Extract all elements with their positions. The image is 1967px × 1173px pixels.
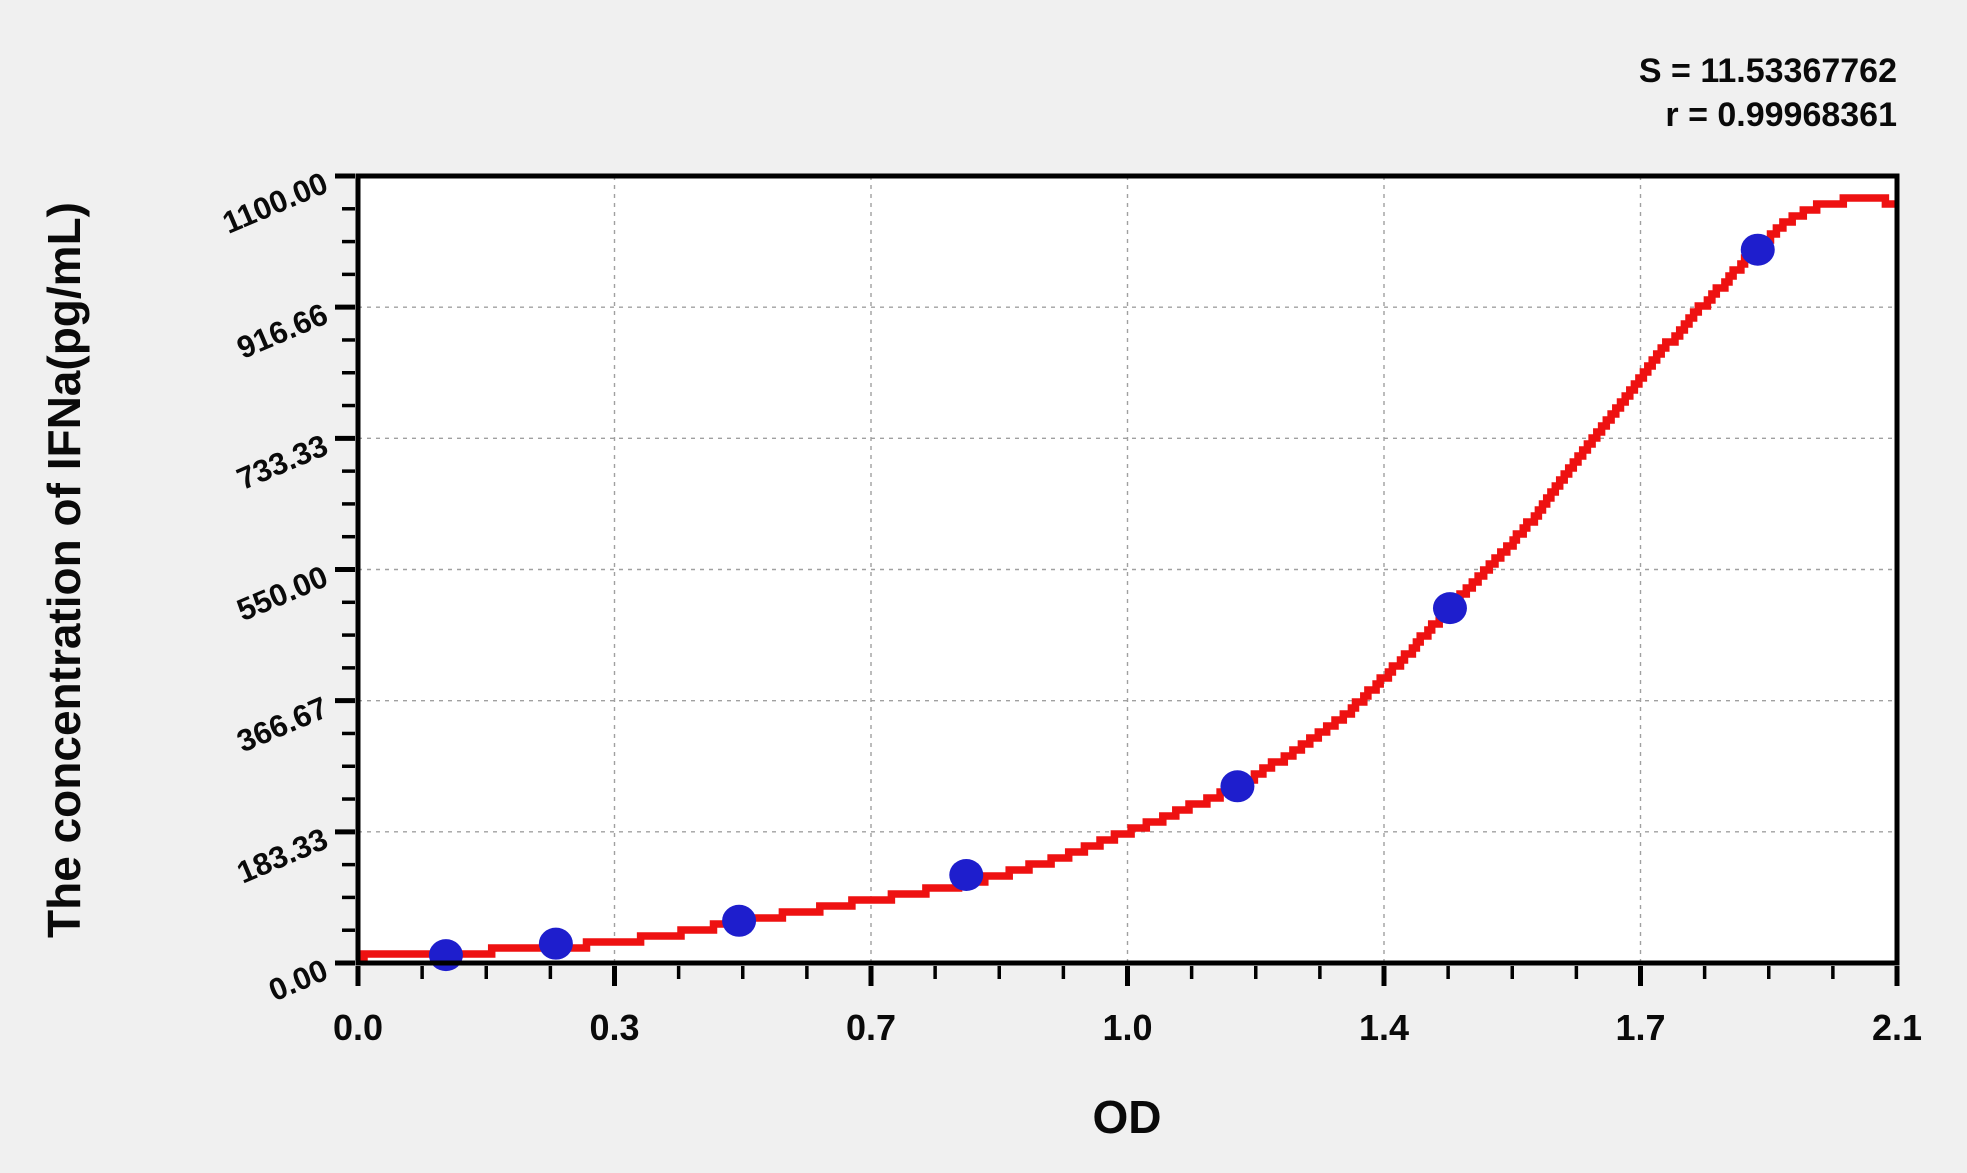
y-tick-label: 1100.00	[217, 165, 332, 240]
y-tick-label: 183.33	[232, 821, 333, 890]
stat-s-value: S = 11.53367762	[1639, 52, 1897, 90]
x-axis-title: OD	[1093, 1091, 1162, 1143]
y-tick-label: 916.66	[232, 296, 333, 365]
fit-curve	[358, 194, 1897, 964]
x-tick-label: 0.3	[589, 1007, 639, 1048]
plot-border	[355, 173, 1900, 966]
y-tick-label: 366.67	[232, 690, 333, 759]
fit-curve-group	[358, 194, 1897, 964]
x-tick-label: 1.7	[1615, 1007, 1665, 1048]
data-point	[1432, 592, 1467, 625]
data-points-group	[428, 233, 1775, 972]
x-tick-label: 2.1	[1872, 1007, 1922, 1048]
y-tick-label: 550.00	[232, 559, 333, 628]
data-point	[949, 858, 984, 891]
x-tick-label: 1.0	[1102, 1007, 1152, 1048]
y-axis-title: The concentration of IFNa(pg/mL)	[38, 202, 90, 938]
stat-r-value: r = 0.99968361	[1665, 96, 1897, 134]
x-tick-label: 0.7	[846, 1007, 896, 1048]
y-tick-label: 733.33	[232, 428, 333, 497]
data-point	[428, 939, 463, 972]
y-tick-labels: 0.00 183.33 366.67 550.00 733.33 916.66 1100.0…	[217, 165, 332, 1008]
y-tick-label: 0.00	[264, 952, 333, 1008]
data-point	[1220, 770, 1255, 803]
data-point	[722, 904, 757, 937]
data-point	[1740, 233, 1775, 266]
x-tick-labels: 0.0 0.3 0.7 1.0 1.4 1.7 2.1	[333, 1007, 1922, 1048]
x-tick-label: 1.4	[1359, 1007, 1409, 1048]
data-point	[538, 927, 573, 960]
x-tick-label: 0.0	[333, 1007, 383, 1048]
axis-ticks	[335, 173, 1900, 986]
